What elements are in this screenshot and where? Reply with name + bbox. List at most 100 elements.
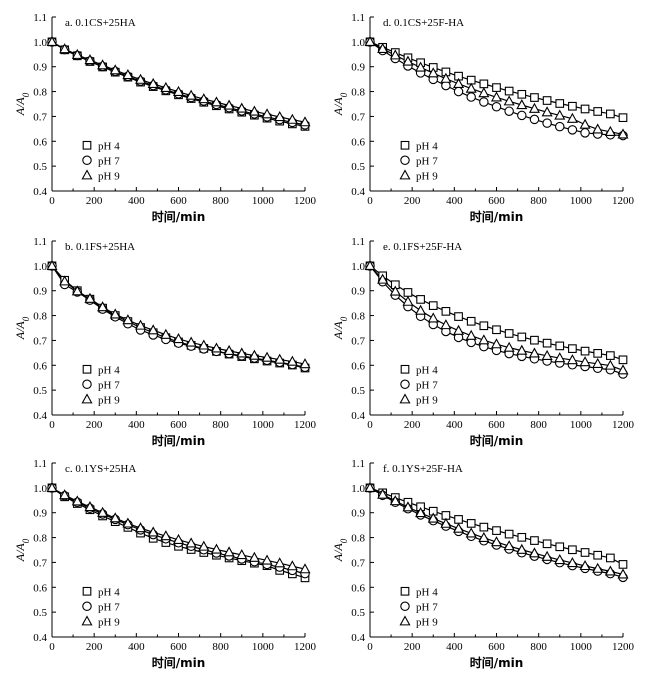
- panel-b-point-triangle: [172, 332, 185, 344]
- panel-d-y-tick-label: 0.8: [351, 87, 365, 99]
- panel-a-x-label: 时间/min: [152, 209, 206, 224]
- panel-e-legend-marker-circle: [400, 379, 410, 390]
- panel-f-x-tick-label: 800: [530, 641, 547, 653]
- panel-f-point-triangle: [402, 501, 414, 512]
- panel-c-x-tick-label: 600: [170, 641, 187, 653]
- panel-d-point-triangle: [465, 82, 477, 93]
- panel-f-point-square: [580, 548, 590, 557]
- panel-b-y-tick-label: 0.5: [33, 385, 47, 397]
- panel-e-point-square: [466, 316, 476, 326]
- panel-b-legend-label: pH 9: [98, 394, 120, 406]
- panel-c-point-triangle: [223, 546, 235, 557]
- panel-e-point-triangle: [604, 359, 616, 370]
- panel-b-y-tick-label: 0.4: [33, 410, 47, 422]
- panel-e-point-square: [492, 325, 501, 335]
- panel-a-point-triangle: [299, 116, 311, 127]
- panel-a-legend-marker-triangle: [81, 169, 93, 180]
- panel-e-point-square: [454, 312, 463, 321]
- panel-d-point-triangle: [554, 109, 566, 120]
- panel-b-point-triangle: [59, 275, 71, 286]
- panel-c-x-tick-label: 1200: [294, 641, 317, 653]
- panel-c-legend-marker-square: [82, 586, 92, 596]
- panel-d-point-triangle: [440, 72, 452, 83]
- panel-c-point-triangle: [59, 489, 71, 500]
- panel-c-y-tick-label: 0.9: [33, 508, 47, 520]
- panel-e-point-square: [593, 349, 603, 358]
- panel-f-legend-label: pH 4: [416, 586, 438, 598]
- panel-b-point-triangle: [286, 355, 298, 366]
- panel-e-point-triangle: [617, 364, 629, 375]
- panel-d-point-triangle: [503, 95, 515, 106]
- panel-a-point-triangle: [97, 59, 109, 70]
- panel-e-x-tick-label: 200: [404, 419, 421, 431]
- panel-f-point-triangle: [617, 568, 629, 579]
- panel-d-point-square: [568, 101, 577, 111]
- panel-d-point-triangle: [427, 67, 439, 78]
- panel-d-point-triangle: [402, 55, 414, 66]
- panel-f-title: f. 0.1YS+25F-HA: [383, 463, 463, 475]
- panel-a-point-triangle: [223, 99, 235, 110]
- panel-f-point-triangle: [592, 562, 604, 573]
- panel-d-legend-label: pH 9: [416, 170, 438, 182]
- panel-b-point-triangle: [135, 319, 147, 330]
- panel-d-point-triangle: [453, 77, 465, 89]
- panel-d-point-circle: [466, 92, 476, 102]
- panel-f-y-tick-label: 0.5: [351, 607, 365, 619]
- panel-f-y-label: A/A0: [331, 538, 349, 562]
- panel-d: 0.4 0.5 0.6 0.7 0.8 0.9 1.0 1.1 0 200 400 600 800 100…: [331, 12, 635, 224]
- panel-b-x-tick-label: 0: [49, 419, 55, 431]
- panel-f-x-tick-label: 0: [367, 641, 373, 653]
- panel-f-point-square: [605, 553, 615, 563]
- panel-a-x-tick-label: 1200: [294, 195, 317, 207]
- panel-a-legend-label: pH 4: [98, 140, 120, 152]
- panel-b: 0.4 0.5 0.6 0.7 0.8 0.9 1.0 1.1 0 200 400 600 800 100…: [13, 236, 317, 448]
- panel-b-point-triangle: [122, 314, 134, 325]
- panel-c-title: c. 0.1YS+25HA: [65, 463, 136, 475]
- panel-f-x-tick-label: 400: [446, 641, 463, 653]
- panel-e-y-tick-label: 0.8: [351, 311, 365, 323]
- panel-f-legend-marker-triangle: [399, 615, 411, 626]
- panel-f-y-tick-label: 0.8: [351, 533, 365, 545]
- panel-a-point-triangle: [147, 77, 159, 89]
- panel-f-legend-marker-square: [400, 586, 410, 596]
- panel-a-point-triangle: [172, 85, 185, 96]
- panel-d-legend-marker-triangle: [399, 169, 411, 180]
- panel-c-point-triangle: [147, 526, 159, 537]
- panel-f-x-tick-label: 1200: [612, 641, 635, 653]
- panel-d-point-square: [555, 99, 565, 108]
- panel-c-point-triangle: [236, 549, 248, 560]
- panel-a-point-triangle: [261, 108, 273, 119]
- panel-e-point-square: [605, 351, 615, 360]
- panel-c-x-tick-label: 1000: [252, 641, 275, 653]
- panel-b-y-label: A/A0: [13, 316, 31, 340]
- panel-c-point-triangle: [160, 530, 172, 541]
- panel-d-y-label: A/A0: [331, 92, 349, 116]
- panel-e-point-square: [530, 335, 539, 345]
- panel-d-y-tick-label: 0.5: [351, 161, 365, 173]
- panel-b-point-triangle: [210, 342, 222, 353]
- panel-e-y-tick-label: 0.9: [351, 286, 365, 298]
- panel-f-legend-marker-circle: [400, 601, 410, 612]
- panel-e-point-square: [403, 288, 413, 297]
- panel-b-y-tick-label: 0.7: [33, 335, 47, 347]
- panel-a-point-triangle: [160, 81, 172, 92]
- panel-d-point-circle: [554, 121, 565, 132]
- panel-f-point-triangle: [541, 550, 553, 561]
- panel-d-point-triangle: [516, 99, 528, 110]
- panel-d-point-circle: [504, 106, 514, 116]
- panel-d-point-square: [605, 109, 615, 119]
- panel-d-point-triangle: [566, 112, 578, 123]
- panel-c-legend-label: pH 4: [98, 586, 120, 598]
- panel-e-x-tick-label: 600: [488, 419, 505, 431]
- panel-a: 0.4 0.5 0.6 0.7 0.8 0.9 1.0 1.1 0 200 400 600 800 100…: [13, 12, 317, 224]
- panel-d-y-tick-label: 0.7: [351, 111, 365, 123]
- panel-d-title: d. 0.1CS+25F-HA: [383, 17, 464, 29]
- panel-e-point-triangle: [415, 304, 427, 315]
- panel-c-legend-label: pH 7: [98, 601, 120, 613]
- panel-a-point-triangle: [286, 113, 298, 124]
- panel-c-point-triangle: [299, 563, 311, 574]
- panel-c-x-tick-label: 0: [49, 641, 55, 653]
- panel-e-legend-marker-triangle: [399, 393, 411, 404]
- panel-d-y-tick-label: 1.1: [351, 12, 365, 24]
- panel-f-x-tick-label: 200: [404, 641, 421, 653]
